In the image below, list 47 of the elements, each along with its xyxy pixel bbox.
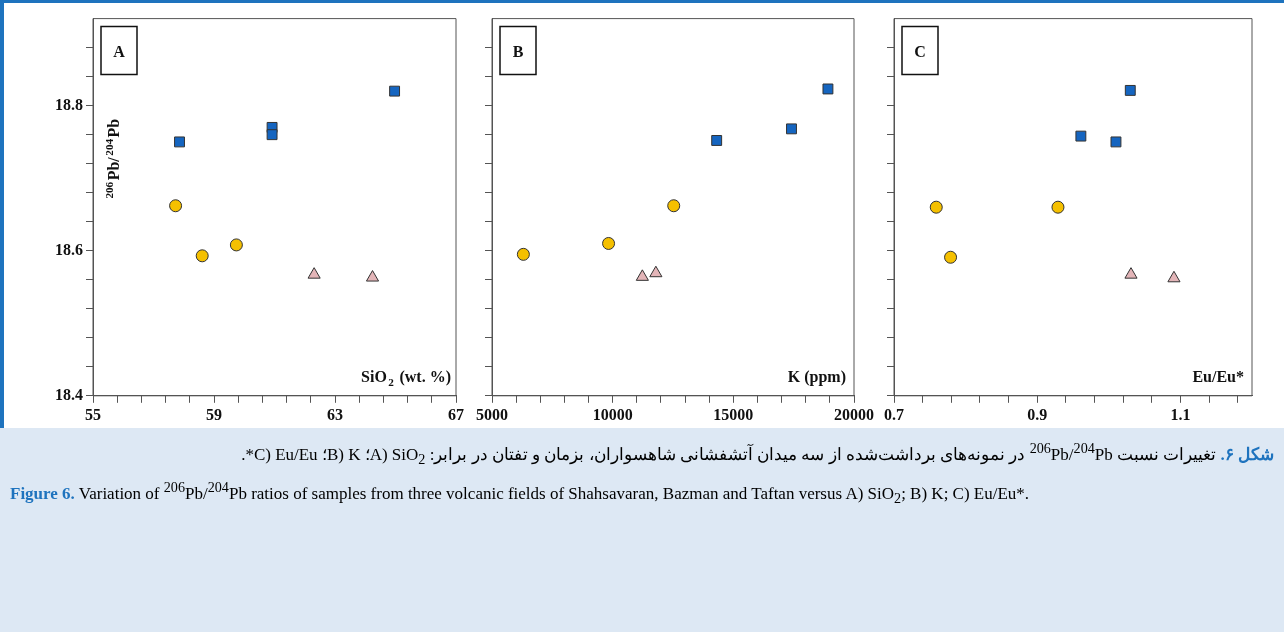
y-axis-title: 206Pb/204Pb <box>102 118 122 199</box>
point <box>1167 270 1181 283</box>
point <box>822 83 834 95</box>
annotation: A <box>113 42 126 60</box>
point <box>944 250 958 264</box>
text: شکل ۶. <box>1220 444 1274 464</box>
point <box>516 247 530 261</box>
point <box>1110 136 1122 148</box>
point <box>174 136 185 148</box>
annotation: C <box>914 42 926 60</box>
point <box>195 249 209 263</box>
caption: Figure 6. <box>10 483 75 503</box>
point <box>1075 130 1087 142</box>
point <box>667 199 681 213</box>
x-tick-label: 0.7 <box>884 405 904 423</box>
point <box>1124 267 1138 279</box>
y-tick-label: 18.4 <box>55 385 83 403</box>
y-tick-label: 18.8 <box>55 95 83 113</box>
text: Variation of $^{206}$Pb/$^{204}$Pb ratios of samples from three volcanic fields of Shahsavaran, Bazman and Taftan versus A) SiO$_{2}$; B) K; C) Eu/Eu*. <box>78 479 1030 507</box>
x-tick-label: 20000 <box>834 405 874 423</box>
y-tick-label: 18.6 <box>55 240 83 258</box>
x-tick-label: 1.1 <box>1170 405 1191 423</box>
x-tick-label: 55 <box>85 405 101 423</box>
x-tick-label: 63 <box>327 405 343 423</box>
point <box>635 269 649 281</box>
point <box>365 270 380 282</box>
point <box>649 265 663 278</box>
annotation: B <box>512 42 524 60</box>
point <box>266 129 278 141</box>
x-tick-label: 10000 <box>592 405 633 423</box>
point <box>1051 200 1065 214</box>
x-tick-label: 59 <box>206 405 222 423</box>
point <box>389 85 401 97</box>
x-tick-label: 15000 <box>713 405 754 423</box>
point <box>711 135 723 146</box>
point <box>929 200 943 214</box>
point <box>307 267 321 279</box>
point <box>786 123 797 135</box>
point <box>169 199 183 213</box>
x-tick-label: 5000 <box>476 405 508 423</box>
x-tick-label: 0.9 <box>1027 405 1048 423</box>
x-axis-title: Eu/Eu* <box>1192 367 1245 385</box>
point <box>229 238 243 252</box>
x-tick-label: 67 <box>448 405 464 423</box>
x-axis-title: K (ppm) <box>787 367 847 386</box>
point <box>602 236 616 250</box>
point <box>1124 84 1136 96</box>
